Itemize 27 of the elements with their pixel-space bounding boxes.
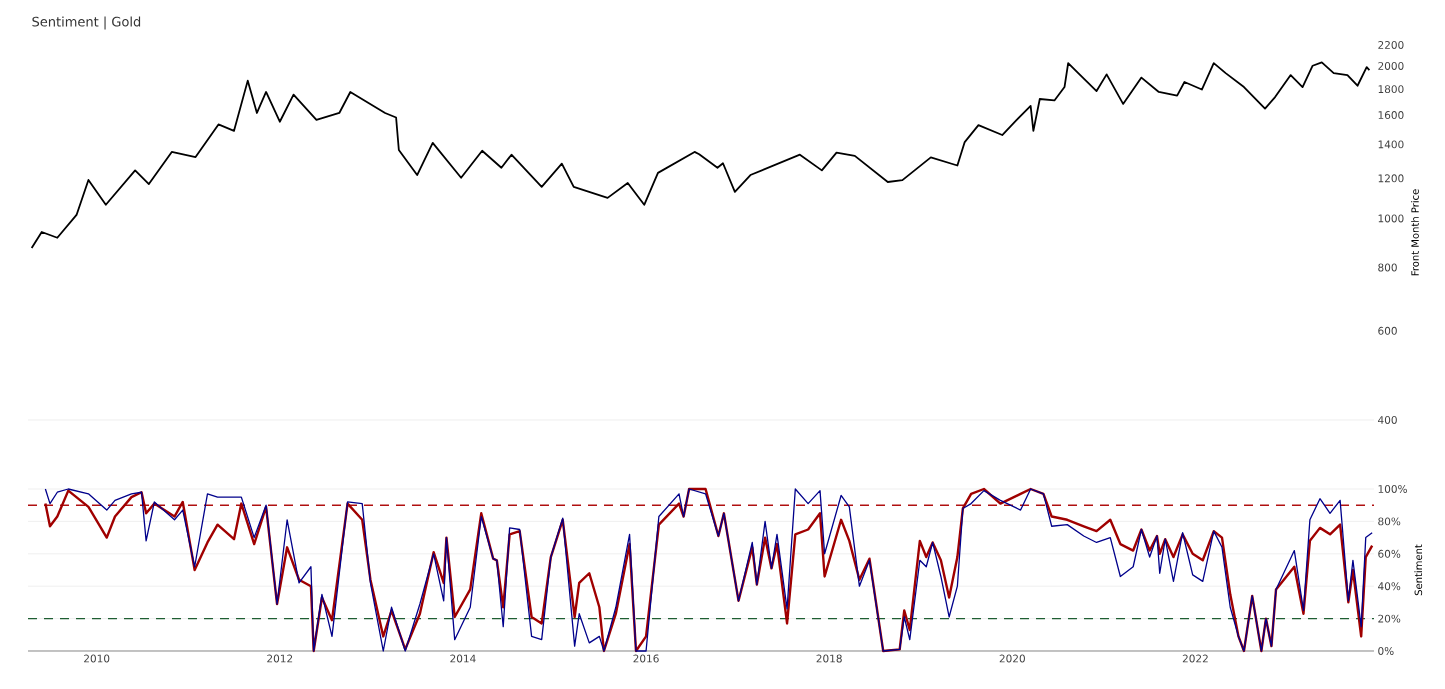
x-tick-label: 2020 [999, 654, 1025, 663]
y-tick-label: 0% [1378, 647, 1394, 655]
y-tick-label: 600 [1378, 326, 1397, 335]
y-tick-label: 40% [1378, 582, 1401, 591]
x-tick-label: 2010 [84, 654, 110, 663]
y-tick-label: 400 [1378, 416, 1397, 424]
y-tick-label: 60% [1378, 549, 1401, 558]
y-tick-label: 1800 [1378, 85, 1404, 94]
y-tick-label: 800 [1378, 263, 1397, 272]
y-tick-label: 20% [1378, 614, 1401, 623]
y-tick-label: 1000 [1378, 214, 1404, 223]
y-axis-title: Sentiment [1414, 544, 1423, 596]
x-tick-label: 2014 [450, 654, 476, 663]
x-tick-label: 2016 [633, 654, 659, 663]
chart-title: Sentiment | Gold [32, 16, 141, 30]
y-tick-label: 80% [1378, 517, 1401, 526]
y-axis-title: Front Month Price [1411, 189, 1419, 276]
y-tick-label: 1200 [1378, 174, 1404, 183]
y-tick-label: 2200 [1378, 41, 1404, 49]
y-tick-label: 100% [1378, 485, 1407, 493]
line-series [30, 61, 1371, 249]
y-tick-label: 1600 [1378, 111, 1404, 119]
x-tick-label: 2022 [1182, 654, 1208, 663]
x-tick-label: 2018 [816, 654, 842, 663]
y-tick-label: 1400 [1378, 140, 1404, 149]
y-tick-label: 2000 [1378, 61, 1404, 70]
x-tick-label: 2012 [267, 654, 293, 663]
